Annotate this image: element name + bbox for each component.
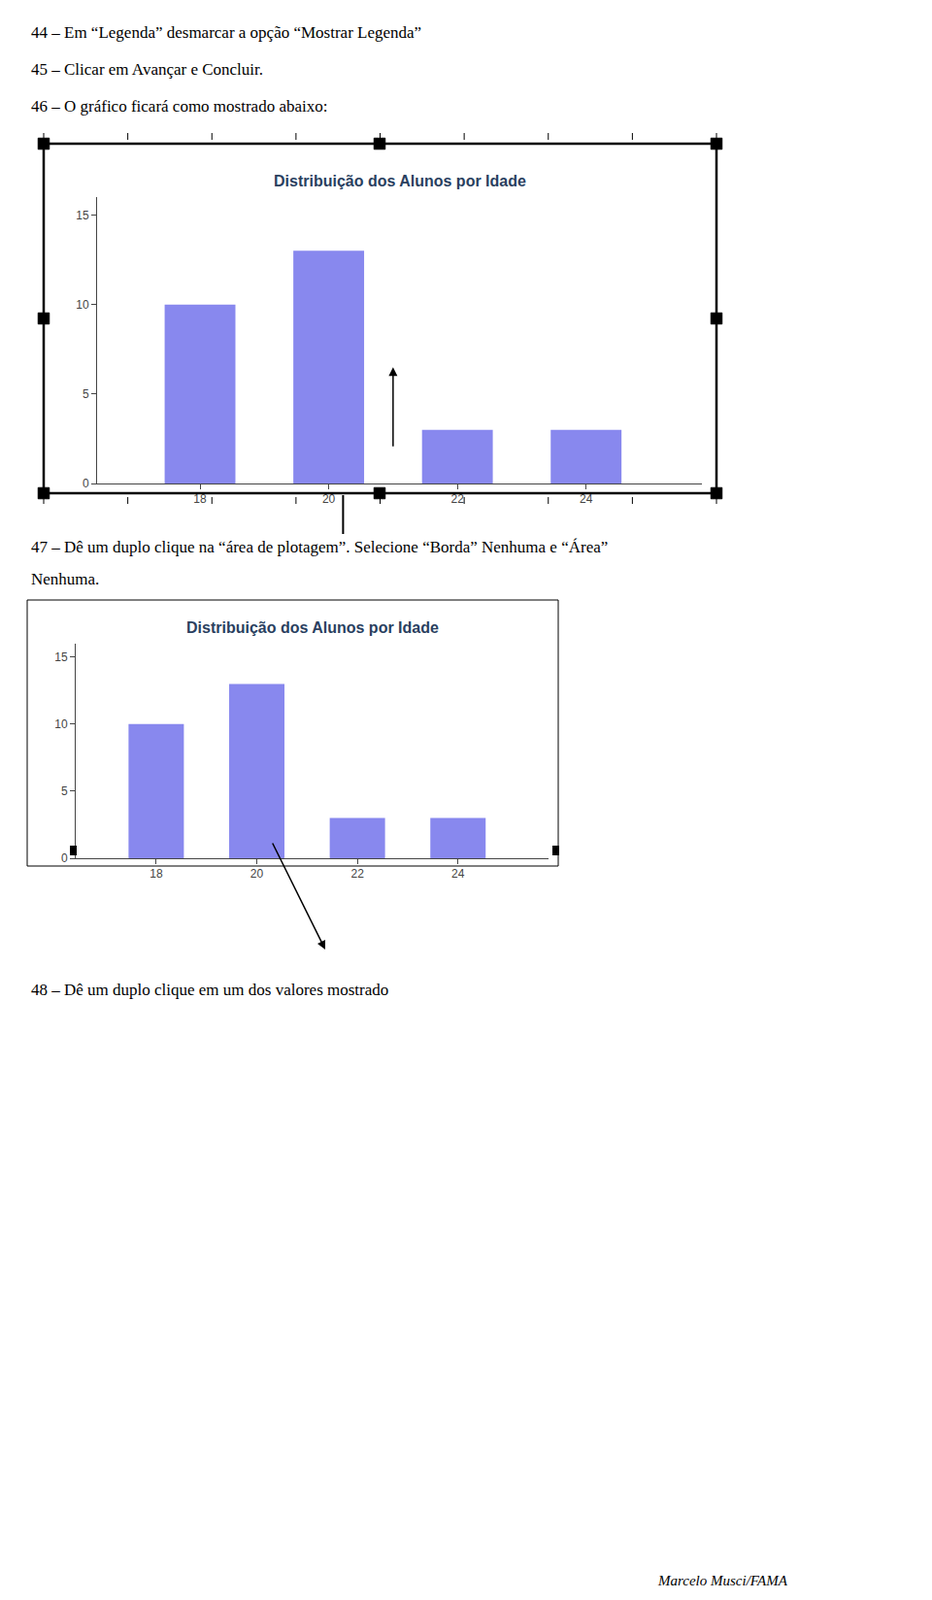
svg-text:Marcelo Musci/FAMA: Marcelo Musci/FAMA [657, 1572, 789, 1589]
svg-text:24: 24 [579, 492, 594, 506]
svg-text:15: 15 [54, 650, 68, 665]
svg-text:20: 20 [322, 492, 336, 506]
svg-text:18: 18 [149, 866, 164, 881]
svg-text:18: 18 [193, 492, 207, 506]
svg-text:45 – Clicar em Avançar e Concl: 45 – Clicar em Avançar e Concluir. [31, 60, 264, 79]
svg-text:Distribuição dos Alunos por Id: Distribuição dos Alunos por Idade [273, 172, 527, 190]
svg-text:20: 20 [250, 866, 265, 881]
svg-text:15: 15 [75, 208, 90, 223]
svg-text:0: 0 [82, 476, 90, 491]
svg-text:Distribuição dos Alunos por Id: Distribuição dos Alunos por Idade [186, 619, 439, 636]
svg-text:5: 5 [61, 784, 68, 799]
svg-text:10: 10 [54, 717, 68, 732]
svg-text:10: 10 [75, 298, 90, 312]
svg-text:48 – Dê um duplo clique em um: 48 – Dê um duplo clique em um dos valore… [31, 980, 389, 999]
svg-text:46 – O gráfico ficará como mos: 46 – O gráfico ficará como mostrado abai… [31, 97, 328, 116]
svg-text:22: 22 [450, 492, 465, 506]
svg-text:22: 22 [350, 866, 365, 881]
svg-text:24: 24 [451, 866, 466, 881]
svg-text:5: 5 [82, 387, 90, 401]
svg-text:47 – Dê um duplo clique na “ár: 47 – Dê um duplo clique na “área de plot… [31, 537, 608, 557]
svg-text:44 – Em “Legenda” desmarcar a: 44 – Em “Legenda” desmarcar a opção “Mos… [31, 23, 422, 42]
svg-text:Nenhuma.: Nenhuma. [31, 569, 100, 589]
svg-text:0: 0 [61, 851, 68, 866]
